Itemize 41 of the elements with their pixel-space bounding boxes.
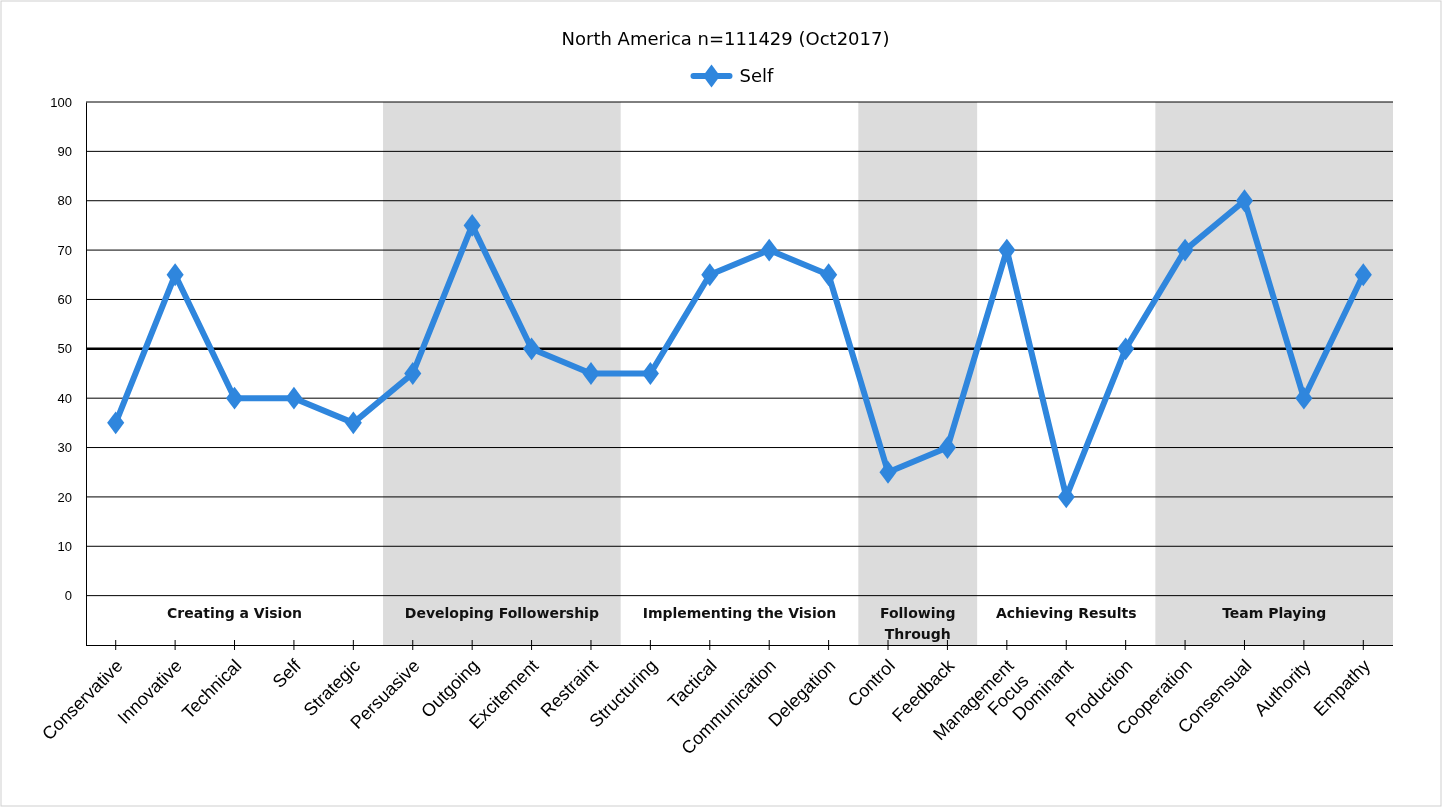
chart-title: North America n=111429 (Oct2017) [561, 28, 890, 49]
point [463, 214, 481, 237]
point [641, 362, 659, 385]
point [1235, 189, 1254, 213]
point [404, 362, 422, 385]
point [1295, 386, 1313, 410]
point [523, 337, 541, 361]
point [938, 436, 956, 459]
y-tick-label: 70 [57, 242, 72, 258]
annotation: Implementing the Vision [642, 604, 837, 621]
y-tick-label: 10 [57, 538, 72, 554]
y-tick-label: 80 [57, 193, 72, 209]
point [1176, 238, 1194, 262]
x-tick-label: Self [268, 654, 306, 692]
y-tick-label: 50 [57, 341, 72, 357]
point [582, 362, 600, 385]
y-tick-label: 90 [57, 144, 72, 160]
point [285, 386, 303, 410]
band-label: Developing Followership [404, 604, 599, 621]
y-tick-label: 20 [57, 489, 72, 505]
point [344, 411, 362, 435]
point [1117, 337, 1135, 361]
point [820, 263, 838, 287]
point [1057, 485, 1075, 509]
point [760, 238, 778, 262]
point [701, 263, 719, 287]
annotation: Achieving Results [995, 604, 1137, 621]
y-tick-label: 60 [57, 292, 72, 308]
point [225, 386, 244, 410]
point [166, 263, 184, 287]
legend-label: Self [739, 65, 774, 86]
y-tick-label: 30 [57, 440, 72, 456]
point [879, 460, 897, 484]
band-label: Team Playing [1222, 604, 1327, 621]
point [1354, 263, 1372, 287]
y-tick-label: 40 [57, 390, 72, 406]
band-label: Following Through [879, 604, 956, 642]
point [107, 411, 125, 435]
y-tick-label: 100 [50, 94, 72, 110]
y-tick-label: 0 [64, 588, 72, 604]
annotation: Creating a Vision [167, 604, 302, 621]
